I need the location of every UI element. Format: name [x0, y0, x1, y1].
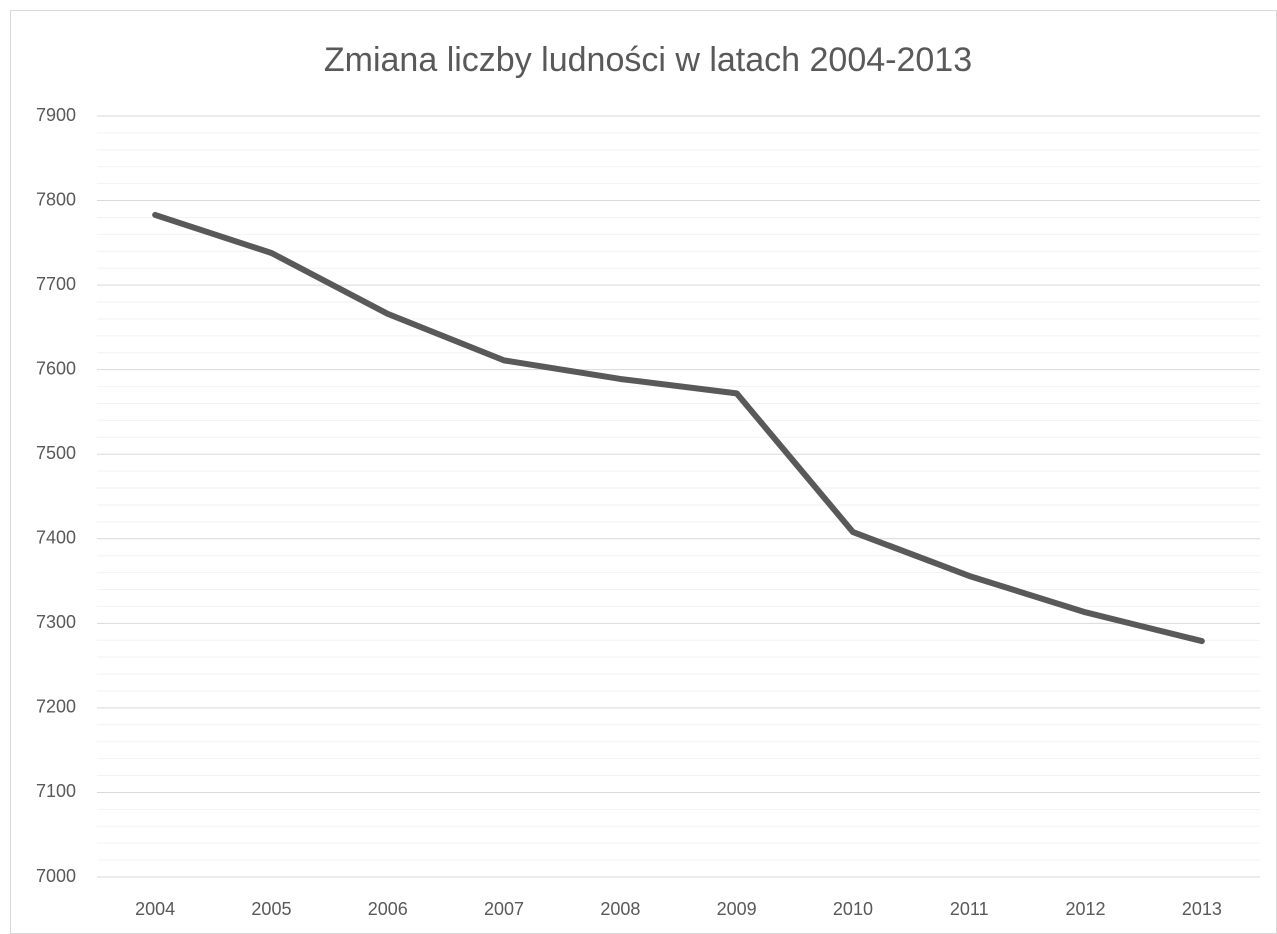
y-tick-label: 7400: [36, 528, 76, 548]
x-tick-label: 2010: [833, 899, 873, 919]
y-tick-label: 7500: [36, 443, 76, 463]
y-tick-label: 7300: [36, 612, 76, 632]
x-tick-label: 2012: [1066, 899, 1106, 919]
x-tick-label: 2013: [1182, 899, 1222, 919]
y-tick-label: 7800: [36, 189, 76, 209]
y-tick-label: 7900: [36, 105, 76, 125]
y-tick-label: 7200: [36, 697, 76, 717]
x-tick-label: 2008: [600, 899, 640, 919]
y-tick-label: 7100: [36, 781, 76, 801]
x-tick-label: 2006: [368, 899, 408, 919]
y-tick-label: 7600: [36, 358, 76, 378]
x-tick-label: 2005: [251, 899, 291, 919]
line: [152, 211, 1205, 645]
x-tick-label: 2004: [135, 899, 175, 919]
y-tick-label: 7700: [36, 274, 76, 294]
y-tick-label: 7000: [36, 866, 76, 886]
x-tick-label: 2007: [484, 899, 524, 919]
x-tick-label: 2011: [950, 899, 989, 919]
chart-title: Zmiana liczby ludności w latach 2004-201…: [324, 41, 972, 79]
x-tick-label: 2009: [717, 899, 757, 919]
chart-frame: [10, 10, 1277, 934]
